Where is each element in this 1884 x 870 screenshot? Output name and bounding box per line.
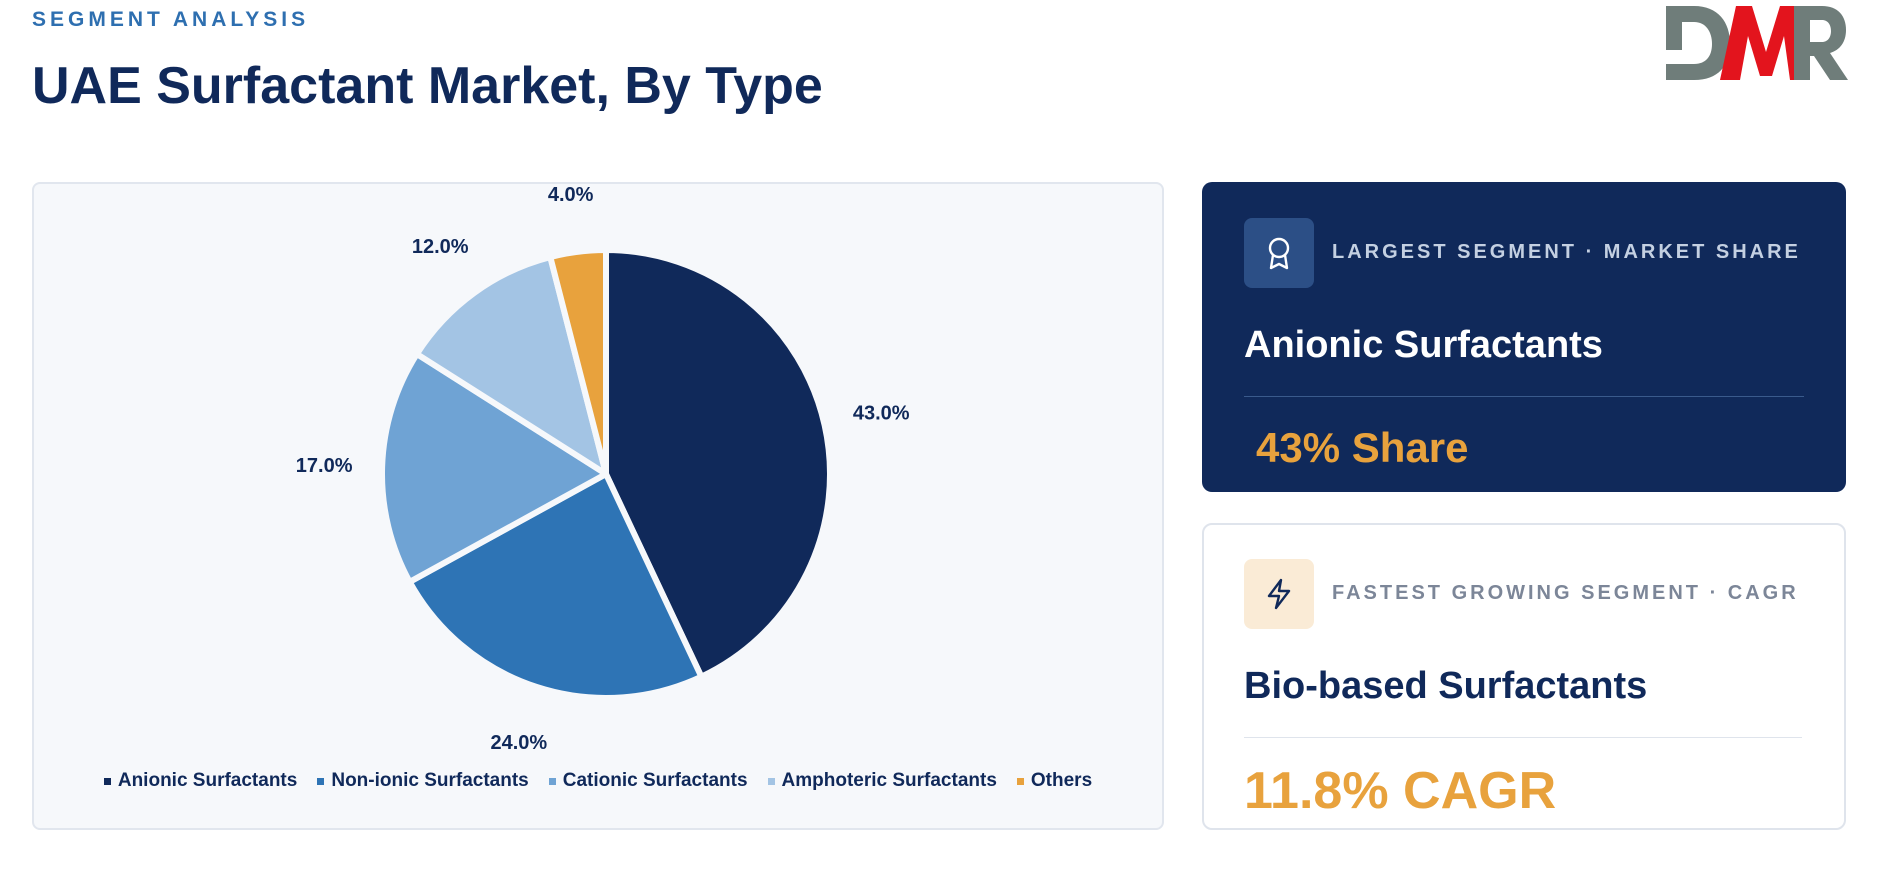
data-label-others: 4.0% [548,184,594,206]
fastest-growing-card: FASTEST GROWING SEGMENT · CAGR Bio-based… [1202,523,1846,830]
legend-item-others: Others [1016,770,1093,792]
legend-item-non-ionic-surfactants: Non-ionic Surfactants [317,770,529,792]
pie-slice-amphoteric-surfactants [413,254,609,477]
largest-segment-name: Anionic Surfactants [1244,324,1603,366]
chart-legend: Anionic Surfactants Non-ionic Surfactants… [34,770,1162,792]
fastest-growing-cagr: 11.8% CAGR [1244,762,1557,820]
legend-label: Cationic Surfactants [562,770,748,791]
pie-slice-anionic-surfactants [603,247,833,680]
pie-chart: 43.0% 24.0% 17.0% 12.0% 4.0% [296,184,910,754]
legend-item-anionic-surfactants: Anionic Surfactants [103,770,298,792]
card-divider [1244,737,1802,738]
legend-swatch [317,777,325,785]
legend-swatch [103,777,111,785]
data-label-anionic-surfactants: 43.0% [853,402,910,424]
legend-item-cationic-surfactants: Cationic Surfactants [548,770,748,792]
page-title: UAE Surfactant Market, By Type [32,57,823,115]
pie-slice-cationic-surfactants [379,350,609,585]
legend-label: Others [1030,770,1093,791]
lightning-icon [1244,559,1314,629]
legend-label: Non-ionic Surfactants [331,770,529,791]
data-label-amphoteric-surfactants: 12.0% [412,236,469,258]
legend-item-amphoteric-surfactants: Amphoteric Surfactants [767,770,997,792]
legend-swatch [1016,777,1024,785]
legend-swatch [548,777,556,785]
fastest-growing-label: FASTEST GROWING SEGMENT · CAGR [1332,582,1799,604]
largest-segment-label: LARGEST SEGMENT · MARKET SHARE [1332,241,1801,263]
largest-segment-card: LARGEST SEGMENT · MARKET SHARE Anionic S… [1202,182,1846,492]
section-eyebrow: SEGMENT ANALYSIS [32,8,310,31]
dmr-logo [1666,6,1848,80]
card-divider [1244,396,1804,397]
fastest-growing-name: Bio-based Surfactants [1244,665,1648,707]
legend-swatch [767,777,775,785]
pie-slice-non-ionic-surfactants [406,471,705,701]
pie-chart-card: 43.0% 24.0% 17.0% 12.0% 4.0% Anionic Surfact… [32,182,1164,830]
data-label-cationic-surfactants: 17.0% [296,455,353,477]
largest-segment-share: 43% Share [1256,424,1469,471]
legend-label: Anionic Surfactants [117,770,298,791]
pie-slice-others [547,247,609,477]
data-label-non-ionic-surfactants: 24.0% [490,732,547,754]
legend-label: Amphoteric Surfactants [781,770,997,791]
award-icon [1244,218,1314,288]
